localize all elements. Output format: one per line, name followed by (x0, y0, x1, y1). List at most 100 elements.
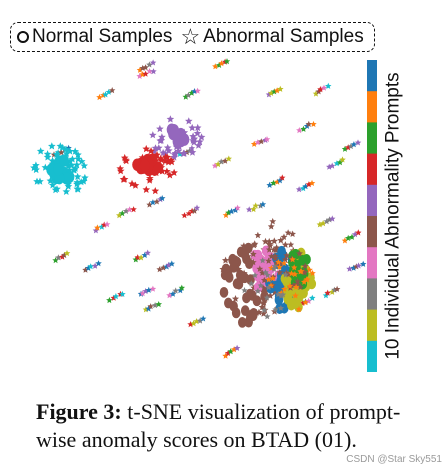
abnormal-star-point (312, 90, 320, 97)
normal-circle-point (59, 154, 70, 167)
abnormal-star-point (265, 246, 273, 253)
abnormal-star-point (277, 304, 285, 311)
abnormal-star-point (48, 156, 57, 165)
abnormal-star-point (136, 72, 143, 79)
abnormal-star-point (262, 269, 269, 276)
abnormal-star-point (170, 153, 178, 161)
abnormal-star-point (119, 210, 126, 217)
abnormal-star-point (146, 61, 153, 68)
abnormal-star-point (355, 262, 362, 269)
abnormal-star-point (131, 181, 140, 189)
abnormal-star-point (62, 149, 71, 157)
abnormal-star-point (300, 278, 308, 285)
abnormal-star-point (160, 264, 167, 271)
abnormal-star-point (48, 142, 56, 150)
abnormal-star-point (194, 141, 203, 149)
abnormal-star-point (137, 254, 145, 261)
abnormal-star-point (257, 202, 264, 209)
abnormal-star-point (287, 241, 295, 248)
abnormal-star-point (250, 140, 258, 147)
abnormal-star-point (250, 241, 258, 249)
abnormal-star-point (266, 242, 274, 249)
abnormal-star-point (122, 207, 130, 214)
abnormal-star-point (71, 147, 79, 155)
abnormal-star-point (296, 127, 303, 134)
abnormal-star-point (260, 276, 268, 284)
normal-circle-point (249, 308, 258, 319)
abnormal-star-point (341, 237, 349, 244)
abnormal-star-point (268, 89, 275, 96)
abnormal-star-point (193, 318, 200, 325)
abnormal-star-point (351, 231, 359, 238)
abnormal-star-point (185, 91, 192, 98)
abnormal-star-point (264, 271, 271, 278)
abnormal-star-point (155, 301, 162, 308)
abnormal-star-point (277, 236, 285, 244)
legend-item-normal: Normal Samples (17, 26, 172, 48)
abnormal-star-point (212, 63, 219, 70)
abnormal-star-point (130, 206, 137, 213)
abnormal-star-point (269, 217, 277, 225)
abnormal-star-point (139, 290, 146, 297)
abnormal-star-point (58, 149, 65, 156)
abnormal-star-point (323, 218, 330, 225)
abnormal-star-point (289, 230, 296, 237)
normal-circle-point (221, 263, 231, 275)
normal-circle-point (179, 133, 190, 146)
abnormal-star-point (87, 263, 94, 270)
abnormal-star-point (250, 205, 257, 213)
abnormal-star-point (225, 209, 232, 216)
abnormal-star-point (331, 286, 338, 293)
colorbar (367, 60, 377, 372)
tsne-scatter-plot (30, 58, 367, 359)
abnormal-star-point (267, 223, 275, 230)
colorbar-segment (367, 278, 377, 311)
abnormal-star-point (193, 129, 202, 137)
abnormal-star-point (218, 60, 225, 67)
abnormal-star-point (304, 276, 311, 283)
abnormal-star-point (270, 265, 278, 272)
abnormal-star-point (181, 212, 188, 219)
abnormal-star-point (156, 124, 164, 133)
abnormal-star-point (276, 259, 284, 267)
abnormal-star-point (353, 263, 360, 270)
star-marker-icon: ☆ (180, 24, 201, 49)
abnormal-star-point (279, 174, 286, 181)
abnormal-star-point (169, 290, 177, 297)
abnormal-star-point (168, 260, 175, 267)
abnormal-star-point (303, 122, 311, 129)
abnormal-star-point (188, 89, 195, 96)
abnormal-star-point (297, 268, 304, 275)
normal-circle-point (219, 286, 229, 298)
abnormal-star-point (270, 237, 278, 245)
abnormal-star-point (302, 299, 309, 306)
abnormal-star-point (66, 147, 74, 155)
abnormal-star-point (153, 198, 161, 205)
abnormal-star-point (149, 199, 157, 206)
abnormal-star-point (272, 254, 279, 262)
abnormal-star-point (194, 87, 201, 94)
abnormal-star-point (256, 265, 264, 272)
abnormal-star-point (55, 254, 62, 261)
abnormal-star-point (62, 145, 70, 153)
abnormal-star-point (265, 91, 273, 98)
abnormal-star-point (245, 206, 253, 213)
abnormal-star-point (249, 258, 257, 266)
abnormal-star-point (191, 207, 198, 214)
abnormal-star-point (165, 146, 173, 154)
abnormal-star-point (80, 161, 88, 169)
normal-circle-point (230, 255, 240, 267)
abnormal-star-point (218, 158, 225, 165)
abnormal-star-point (283, 251, 291, 259)
abnormal-star-point (102, 91, 109, 98)
normal-circle-point (61, 172, 72, 185)
abnormal-star-point (282, 271, 289, 278)
abnormal-star-point (110, 294, 117, 301)
abnormal-star-point (333, 285, 341, 292)
abnormal-star-point (293, 280, 301, 288)
abnormal-star-point (286, 282, 294, 289)
abnormal-star-point (221, 157, 229, 164)
abnormal-star-point (172, 287, 179, 294)
abnormal-star-point (163, 263, 170, 270)
legend-normal-label: Normal Samples (32, 26, 173, 47)
